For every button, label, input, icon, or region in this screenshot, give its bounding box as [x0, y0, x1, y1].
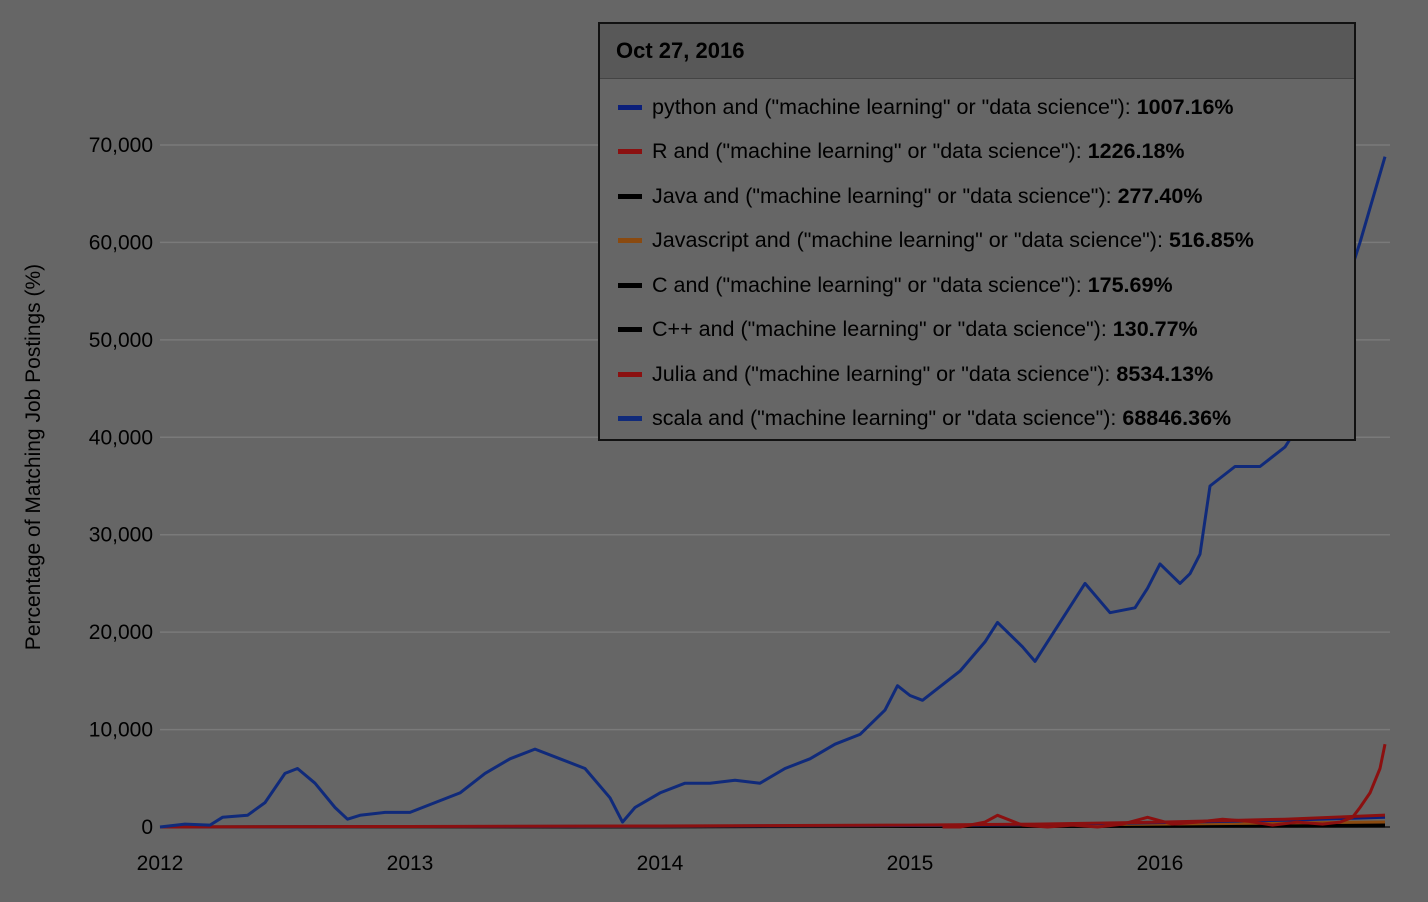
y-tick-label: 30,000 [89, 524, 153, 547]
tooltip-series-value: 130.77% [1112, 317, 1198, 341]
tooltip-row: Java and ("machine learning" or "data sc… [618, 181, 1202, 211]
tooltip-series-value: 277.40% [1117, 183, 1203, 208]
y-tick-label: 40,000 [89, 426, 153, 449]
y-tick-label: 20,000 [89, 621, 153, 644]
y-tick-label: 10,000 [89, 719, 153, 742]
x-tick-label: 2016 [1137, 852, 1184, 875]
tooltip-series-label: Javascript and ("machine learning" or "d… [652, 228, 1163, 252]
tooltip-series-label: scala and ("machine learning" or "data s… [652, 406, 1117, 430]
tooltip-series-label: Java and ("machine learning" or "data sc… [652, 183, 1112, 208]
tooltip-series-value: 1007.16% [1136, 94, 1234, 119]
legend-swatch [618, 282, 642, 288]
legend-swatch [618, 238, 642, 243]
x-tick-label: 2015 [887, 852, 934, 875]
tooltip-series-value: 1226.18% [1087, 139, 1185, 163]
tooltip-series-label: Julia and ("machine learning" or "data s… [652, 361, 1111, 386]
tooltip-row: scala and ("machine learning" or "data s… [618, 404, 1231, 434]
tooltip-row: Julia and ("machine learning" or "data s… [618, 359, 1213, 389]
legend-swatch [618, 104, 642, 110]
series-line [159, 156, 1387, 829]
x-tick-labels: 2012 2013 2014 2015 2016 [137, 852, 1184, 875]
tooltip-series-label: C and ("machine learning" or "data scien… [652, 272, 1082, 297]
y-axis-title: Percentage of Matching Job Postings (%) [22, 264, 45, 650]
tooltip-series-label: C++ and ("machine learning" or "data sci… [652, 317, 1107, 341]
tooltip-row: R and ("machine learning" or "data scien… [618, 137, 1185, 167]
series-line [942, 743, 1387, 829]
y-tick-label: 60,000 [89, 231, 153, 254]
y-tick-labels: 0 10,000 20,000 30,000 40,000 50,000 60,000 70,… [89, 134, 153, 839]
legend-swatch [618, 327, 642, 332]
tooltip-row: C++ and ("machine learning" or "data sci… [618, 315, 1198, 345]
legend-swatch [618, 416, 642, 421]
tooltip-series-value: 8534.13% [1116, 361, 1214, 386]
hover-tooltip: Oct 27, 2016 python and ("machine learni… [598, 22, 1356, 441]
tooltip-series-value: 516.85% [1168, 228, 1254, 252]
tooltip-series-label: python and ("machine learning" or "data … [652, 94, 1131, 119]
tooltip-series-value: 175.69% [1087, 272, 1173, 297]
tooltip-series-label: R and ("machine learning" or "data scien… [652, 139, 1082, 163]
tooltip-date: Oct 27, 2016 [600, 24, 1354, 79]
y-tick-label: 70,000 [89, 134, 153, 157]
legend-swatch [618, 371, 642, 377]
tooltip-series-value: 68846.36% [1122, 406, 1232, 430]
series-lines [159, 156, 1387, 829]
x-tick-label: 2012 [137, 852, 184, 875]
tooltip-row: Javascript and ("machine learning" or "d… [618, 226, 1254, 256]
x-tick-label: 2013 [387, 852, 434, 875]
tooltip-row: C and ("machine learning" or "data scien… [618, 270, 1173, 300]
tooltip-row: python and ("machine learning" or "data … [618, 92, 1234, 122]
y-tick-label: 0 [141, 816, 153, 839]
legend-swatch [618, 149, 642, 154]
y-tick-label: 50,000 [89, 329, 153, 352]
x-tick-label: 2014 [637, 852, 684, 875]
legend-swatch [618, 193, 642, 199]
